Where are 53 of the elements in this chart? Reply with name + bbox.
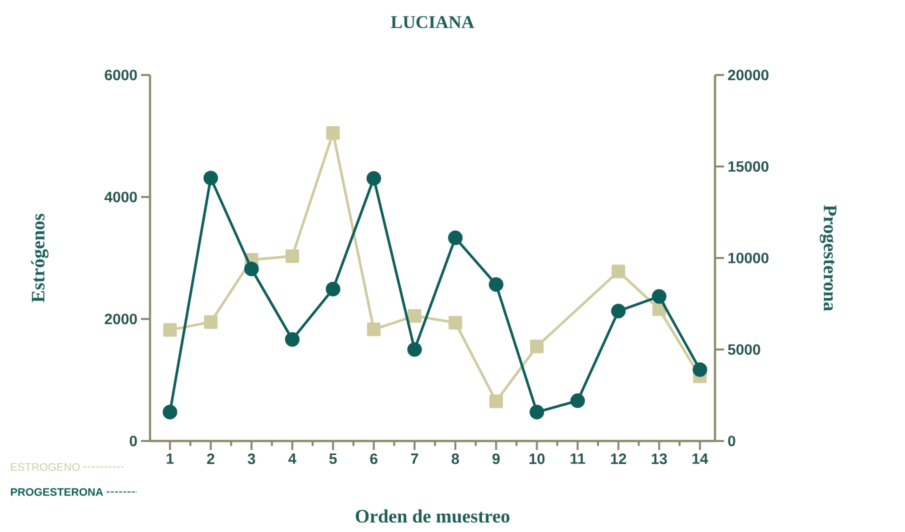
x-tick-label: 3 (248, 454, 256, 464)
x-tick-label: 4 (288, 454, 296, 464)
point (612, 264, 626, 278)
point (408, 309, 422, 323)
point (570, 393, 585, 408)
chart-title: LUCIANA (390, 16, 474, 28)
point (163, 323, 177, 337)
point (530, 404, 544, 420)
x-tick-label: 10 (529, 454, 545, 464)
x-tick-label: 8 (452, 454, 460, 464)
x-tick-label: 13 (652, 454, 667, 464)
x-tick-label: 12 (611, 454, 626, 464)
y-tick-label: 4000 (104, 192, 137, 202)
x-tick-label: 11 (570, 454, 586, 464)
x-tick-label: 5 (329, 454, 337, 464)
x-tick-label: 2 (207, 454, 214, 464)
point (448, 230, 463, 246)
point (530, 340, 544, 354)
point (204, 315, 218, 329)
point (326, 282, 340, 296)
point (244, 262, 259, 276)
legend-label: PROGESTERONA (10, 488, 104, 496)
point (448, 316, 462, 330)
point (652, 289, 666, 304)
x-tick-label: 14 (692, 454, 708, 464)
point (489, 394, 503, 408)
y2-axis-title: Progesterona (820, 205, 836, 311)
point (367, 322, 381, 336)
point (611, 304, 626, 318)
point (285, 249, 300, 263)
x-axis-title: Orden de muestreo (356, 509, 510, 523)
legend-label: ESTROGENO (11, 463, 80, 471)
point (284, 332, 300, 347)
y-axis-title: Estrógenos (31, 214, 48, 302)
y2-tick-label: 10000 (728, 252, 768, 264)
point (326, 126, 340, 140)
point (692, 362, 708, 377)
y2-tick-label: 20000 (728, 70, 768, 80)
x-tick-label: 9 (492, 454, 500, 464)
x-tick-label: 1 (166, 454, 174, 464)
y2-tick-label: 5000 (728, 344, 760, 355)
point (162, 404, 178, 420)
y-tick-label: 2000 (104, 314, 137, 324)
y2-tick-label: 15000 (728, 161, 768, 172)
x-tick-label: 6 (370, 454, 378, 464)
y-tick-label: 6000 (104, 70, 137, 80)
point (203, 170, 218, 186)
y-tick-label: 0 (130, 436, 137, 446)
point (488, 277, 504, 292)
x-tick-label: 7 (411, 454, 418, 464)
point (366, 171, 382, 186)
point (407, 342, 422, 357)
y2-tick-label: 0 (728, 436, 736, 446)
